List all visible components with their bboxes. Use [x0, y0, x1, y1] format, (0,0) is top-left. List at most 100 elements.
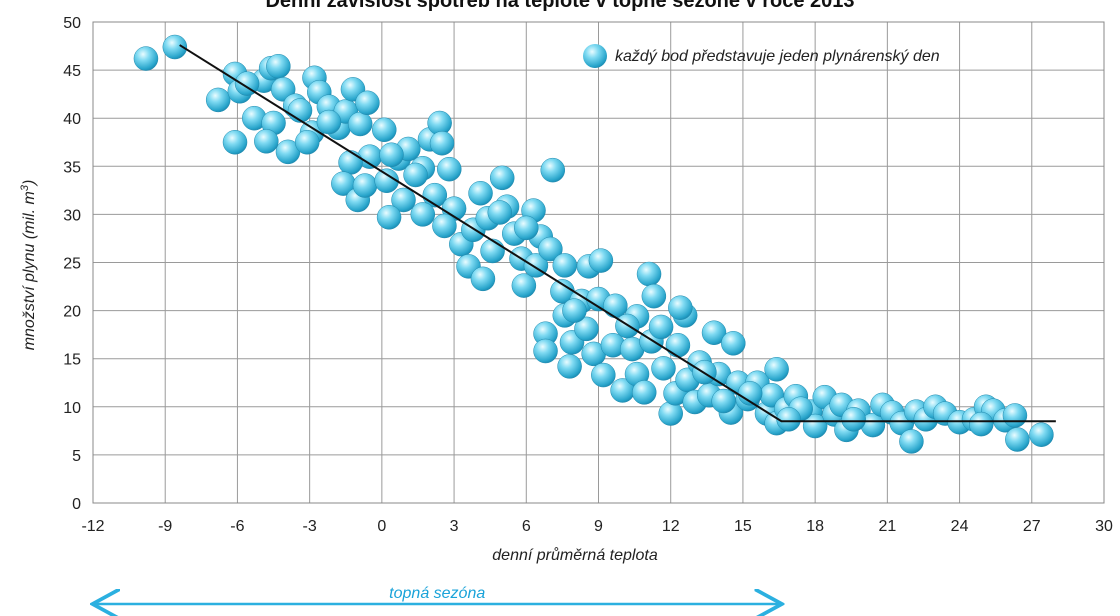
- data-point: [403, 162, 428, 188]
- data-point: [701, 320, 727, 345]
- data-point: [338, 150, 363, 175]
- data-point: [552, 253, 578, 278]
- y-tick-label: 25: [63, 256, 81, 273]
- data-point: [588, 248, 614, 273]
- y-tick-label: 30: [63, 207, 81, 224]
- x-tick-label: 12: [662, 518, 680, 535]
- data-point: [316, 109, 342, 135]
- x-tick-label: 18: [806, 518, 824, 535]
- x-tick-label: 30: [1095, 518, 1113, 535]
- data-point: [480, 238, 505, 264]
- trend-line: [179, 44, 1056, 423]
- data-point: [562, 298, 587, 323]
- data-point: [1029, 422, 1054, 447]
- legend: každý bod představuje jeden plynárenský …: [583, 44, 940, 68]
- data-point: [352, 173, 378, 198]
- data-point: [776, 407, 801, 432]
- data-point: [631, 380, 657, 405]
- x-tick-label: 21: [878, 518, 896, 535]
- data-points: [133, 34, 1054, 454]
- data-point: [1002, 403, 1028, 428]
- y-axis-ticks: 0 5 10 15 20 25 30 35 40 45 50: [63, 15, 81, 513]
- data-point: [764, 357, 789, 382]
- y-axis-label-end: ): [21, 180, 38, 187]
- data-point: [437, 156, 462, 182]
- y-tick-label: 10: [63, 400, 81, 417]
- data-point: [205, 87, 231, 113]
- x-tick-label: -9: [158, 518, 172, 535]
- y-tick-label: 0: [72, 496, 81, 513]
- plot-frame: [92, 21, 1105, 504]
- data-point: [391, 187, 416, 213]
- x-tick-label: 9: [594, 518, 603, 535]
- data-point: [487, 200, 513, 225]
- x-tick-label: -3: [303, 518, 317, 535]
- y-tick-label: 5: [72, 448, 81, 465]
- grid: [92, 21, 1105, 504]
- data-point: [538, 236, 563, 262]
- legend-marker: [583, 44, 607, 68]
- data-point: [648, 314, 674, 340]
- data-point: [540, 157, 566, 183]
- data-point: [379, 142, 404, 168]
- x-tick-label: 24: [951, 518, 969, 535]
- data-point: [1005, 427, 1030, 452]
- data-point: [294, 130, 320, 155]
- data-point: [899, 429, 924, 454]
- x-tick-label: -6: [230, 518, 244, 535]
- heating-season-annotation: topná sezóna: [95, 585, 779, 604]
- data-point: [636, 261, 662, 287]
- data-point: [658, 401, 683, 426]
- x-tick-label: 27: [1023, 518, 1041, 535]
- data-point: [266, 54, 291, 79]
- data-point: [489, 165, 515, 191]
- data-point: [721, 331, 746, 356]
- chart-title: Denní závislost spotřeb na teplotě v top…: [265, 0, 854, 12]
- data-point: [374, 168, 399, 193]
- data-point: [968, 411, 994, 437]
- x-tick-label: -12: [81, 518, 104, 535]
- data-point: [222, 130, 248, 155]
- data-point: [432, 213, 457, 239]
- y-tick-label: 50: [63, 15, 81, 32]
- data-point: [254, 129, 279, 154]
- y-axis-label-sup: 3: [19, 184, 31, 191]
- data-point: [711, 388, 736, 414]
- y-tick-label: 15: [63, 352, 81, 369]
- data-point: [468, 180, 493, 206]
- data-point: [514, 215, 539, 241]
- x-axis-label: denní průměrná teplota: [492, 546, 658, 564]
- data-point: [355, 90, 380, 116]
- y-axis-label-main: množství plynu (mil. m: [21, 191, 38, 350]
- y-axis-label: množství plynu (mil. m3): [19, 180, 38, 351]
- x-tick-label: 15: [734, 518, 752, 535]
- legend-label: každý bod představuje jeden plynárenský …: [615, 48, 940, 65]
- data-point: [470, 266, 496, 292]
- data-point: [665, 332, 691, 358]
- data-point: [641, 283, 667, 309]
- y-tick-label: 45: [63, 63, 81, 80]
- data-point: [557, 354, 582, 379]
- y-tick-label: 35: [63, 159, 81, 176]
- data-point: [574, 316, 599, 342]
- data-point: [591, 362, 616, 388]
- data-point: [603, 293, 628, 319]
- data-point: [410, 202, 436, 227]
- data-point: [376, 205, 402, 230]
- data-point: [347, 111, 373, 137]
- data-point: [234, 71, 260, 96]
- data-point: [533, 338, 558, 364]
- data-point: [651, 356, 676, 381]
- data-point: [802, 413, 828, 439]
- y-tick-label: 20: [63, 304, 81, 321]
- heating-season-label: topná sezóna: [389, 585, 485, 602]
- y-tick-label: 40: [63, 111, 81, 128]
- data-point: [841, 407, 866, 432]
- x-axis-ticks: -12 -9 -6 -3 0 3 6 9 12 15 18 21 24 27 30: [81, 518, 1113, 535]
- data-point: [429, 130, 455, 156]
- data-point: [287, 98, 313, 123]
- x-tick-label: 6: [522, 518, 531, 535]
- data-point: [372, 117, 397, 142]
- data-point: [162, 34, 188, 60]
